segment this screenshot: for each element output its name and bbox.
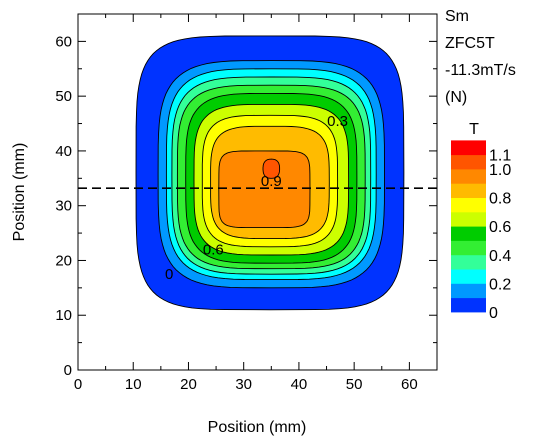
y-tick-label: 10 — [55, 307, 72, 324]
y-tick-label: 20 — [55, 252, 72, 269]
colorbar-swatch — [451, 183, 486, 198]
colorbar-tick-label: 1.1 — [489, 148, 511, 165]
sample-annotation: Sm ZFC5T -11.3mT/s (N) — [445, 8, 516, 106]
y-axis-title: Position (mm) — [11, 143, 28, 242]
y-tick-label: 40 — [55, 143, 72, 160]
colorbar-swatch — [451, 241, 486, 256]
colorbar-unit: T — [469, 121, 479, 138]
annotation-line: (N) — [445, 89, 467, 106]
x-tick-label: 40 — [291, 376, 308, 393]
colorbar-swatch — [451, 169, 486, 184]
colorbar-swatch — [451, 212, 486, 227]
annotation-line: -11.3mT/s — [445, 62, 516, 79]
contour-label: 0.9 — [261, 173, 282, 190]
y-tick-label: 30 — [55, 198, 72, 215]
colorbar-swatch — [451, 269, 486, 284]
colorbar-tick-label: 0.6 — [489, 219, 511, 236]
contour-label: 0.3 — [327, 113, 348, 130]
colorbar — [451, 140, 486, 312]
colorbar-swatch — [451, 198, 486, 213]
contour-label: 0.6 — [203, 242, 224, 259]
annotation-line: ZFC5T — [445, 35, 495, 52]
x-tick-label: 20 — [180, 376, 197, 393]
colorbar-tick-label: 0 — [489, 305, 498, 322]
x-axis-title: Position (mm) — [208, 419, 307, 436]
colorbar-tick-label: 0.2 — [489, 276, 511, 293]
x-tick-label: 30 — [235, 376, 252, 393]
x-tick-label: 60 — [401, 376, 418, 393]
annotation-line: Sm — [445, 8, 469, 25]
y-tick-label: 0 — [64, 362, 72, 379]
y-tick-label: 60 — [55, 33, 72, 50]
colorbar-swatch — [451, 155, 486, 170]
x-tick-label: 50 — [346, 376, 363, 393]
colorbar-swatch — [451, 226, 486, 241]
colorbar-swatch — [451, 283, 486, 298]
x-tick-label: 10 — [125, 376, 142, 393]
colorbar-swatch — [451, 298, 486, 313]
colorbar-swatch — [451, 255, 486, 270]
colorbar-swatch — [451, 140, 486, 155]
x-tick-label: 0 — [74, 376, 82, 393]
colorbar-tick-labels: 00.20.40.60.81.01.1 — [489, 148, 511, 322]
colorbar-tick-label: 0.8 — [489, 191, 511, 208]
y-tick-label: 50 — [55, 88, 72, 105]
contour-label: 0 — [165, 266, 173, 283]
colorbar-tick-label: 0.4 — [489, 248, 511, 265]
